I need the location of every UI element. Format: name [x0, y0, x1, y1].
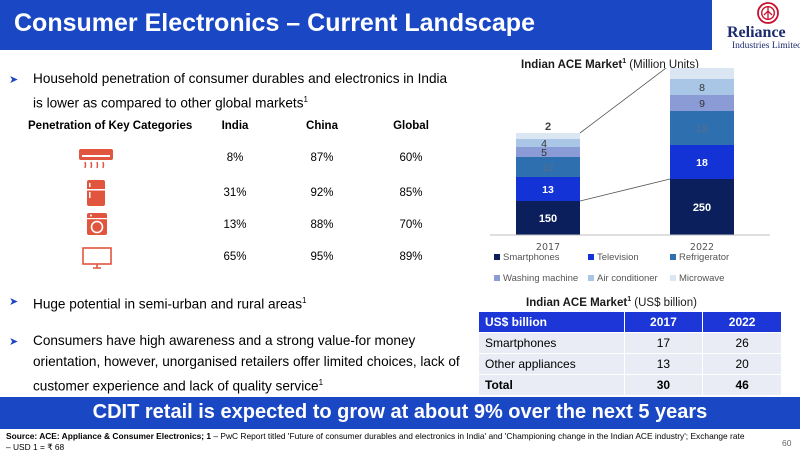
legend-swatch	[670, 254, 676, 260]
india-washer-value: 13%	[223, 219, 247, 231]
bullet-text: Huge potential in semi-urban and rural a…	[33, 296, 303, 312]
legend-label: Smartphones	[503, 252, 560, 263]
bullet-penetration: ➤ Household penetration of consumer dura…	[9, 68, 449, 111]
bar-segment-microwave	[516, 133, 580, 139]
table-cell: 20	[702, 353, 782, 375]
bullet-text: Consumers have high awareness and a stro…	[33, 333, 460, 394]
bar-segment-smartphones	[670, 179, 734, 235]
title-bar	[0, 0, 712, 50]
bar-segment-refrigerator	[670, 111, 734, 145]
table-cell: Other appliances	[478, 353, 625, 375]
data-label: 9	[699, 98, 705, 110]
data-label: 4	[541, 138, 547, 150]
table-cell: 26	[702, 332, 782, 354]
table-header-cell: 2017	[623, 311, 704, 333]
legend-swatch	[588, 275, 594, 281]
data-label: 150	[539, 213, 557, 225]
table-header-cell: US$ billion	[478, 311, 625, 333]
conclusion-banner	[0, 397, 800, 429]
data-label: 8	[699, 82, 705, 94]
bullet-awareness: ➤ Consumers have high awareness and a st…	[9, 330, 460, 394]
footnote-ref: 1	[302, 296, 307, 305]
bullet-text: Household penetration of consumer durabl…	[33, 71, 448, 111]
legend-label: Washing machine	[503, 273, 578, 284]
data-label: 250	[693, 202, 711, 214]
india-fridge-value: 31%	[223, 187, 247, 199]
bar-segment-television	[670, 145, 734, 179]
data-label: 12	[542, 162, 554, 174]
bar-segment-smartphones	[516, 201, 580, 235]
bar-segment-air-conditioner	[670, 79, 734, 95]
global-tv-value: 89%	[399, 251, 423, 263]
logo-subtitle: Industries Limited	[732, 41, 800, 51]
x-tick-label: 2017	[536, 242, 560, 253]
reliance-logo-icon	[757, 2, 779, 24]
connector-line	[579, 178, 671, 202]
china-washer-value: 88%	[310, 219, 334, 231]
banner-text: CDIT retail is expected to grow at about…	[92, 401, 708, 423]
table-cell: 30	[623, 374, 704, 396]
legend-swatch	[494, 254, 500, 260]
table-header-cell: 2022	[702, 311, 782, 333]
legend-swatch	[494, 275, 500, 281]
data-label: 5	[541, 147, 547, 159]
penetration-header-category: Penetration of Key Categories	[28, 120, 193, 132]
bullet-arrow-icon: ➤	[9, 336, 19, 348]
legend-swatch	[670, 275, 676, 281]
data-label: 13	[542, 184, 554, 196]
footnote-ref: 1	[318, 378, 324, 387]
bar-segment-washing-machine	[670, 95, 734, 111]
table-row: Smartphones 17 26	[478, 332, 782, 354]
china-tv-value: 95%	[310, 251, 334, 263]
footnote-ref: 1	[303, 95, 308, 104]
legend-label: Refrigerator	[679, 252, 729, 263]
connector-line	[579, 68, 667, 134]
global-fridge-value: 85%	[399, 187, 423, 199]
x-tick-label: 2022	[690, 242, 714, 253]
bar-segment-air-conditioner	[516, 139, 580, 147]
china-fridge-value: 92%	[310, 187, 334, 199]
global-ac-value: 60%	[399, 152, 423, 164]
table-total-row: Total 30 46	[478, 374, 782, 396]
bar-segment-refrigerator	[516, 157, 580, 177]
legend-label: Television	[597, 252, 639, 263]
television-icon	[82, 247, 112, 269]
page-number: 60	[782, 438, 792, 448]
table-cell: Total	[478, 374, 625, 396]
ace-market-table: US$ billion 2017 2022 Smartphones 17 26 …	[478, 311, 782, 396]
legend-label: Microwave	[679, 273, 724, 284]
global-washer-value: 70%	[399, 219, 423, 231]
table-cell: Smartphones	[478, 332, 625, 354]
logo-wordmark: Reliance	[727, 24, 786, 41]
source-note: Source: ACE: Appliance & Consumer Electr…	[6, 431, 745, 452]
data-label: 18	[696, 157, 708, 169]
table-header-row: US$ billion 2017 2022	[478, 311, 782, 333]
ace-market-chart: 1501312542250181898220172022SmartphonesT…	[490, 68, 770, 284]
bullet-potential: ➤ Huge potential in semi-urban and rural…	[9, 290, 449, 313]
bullet-arrow-icon: ➤	[9, 74, 19, 86]
table-cell: 46	[702, 374, 782, 396]
penetration-header-india: India	[221, 120, 249, 132]
table-cell: 17	[623, 332, 704, 354]
table-cell: 13	[623, 353, 704, 375]
india-ac-value: 8%	[226, 152, 244, 164]
bar-segment-television	[516, 177, 580, 201]
table-row: Other appliances 13 20	[478, 353, 782, 375]
page-title: Consumer Electronics – Current Landscape	[14, 9, 535, 37]
bar-segment-microwave	[670, 68, 734, 79]
legend-swatch	[588, 254, 594, 260]
data-label: 18	[696, 123, 708, 135]
india-tv-value: 65%	[223, 251, 247, 263]
table-title: Indian ACE Market1 (US$ billion)	[526, 296, 697, 309]
penetration-header-global: Global	[393, 120, 429, 132]
china-ac-value: 87%	[310, 152, 334, 164]
data-label: 2	[545, 121, 551, 133]
washing-machine-icon	[87, 213, 107, 235]
refrigerator-icon	[87, 180, 105, 206]
air-conditioner-icon	[79, 149, 113, 169]
penetration-header-china: China	[306, 120, 338, 132]
legend-label: Air conditioner	[597, 273, 658, 284]
bar-segment-washing-machine	[516, 147, 580, 157]
bullet-arrow-icon: ➤	[9, 296, 19, 308]
